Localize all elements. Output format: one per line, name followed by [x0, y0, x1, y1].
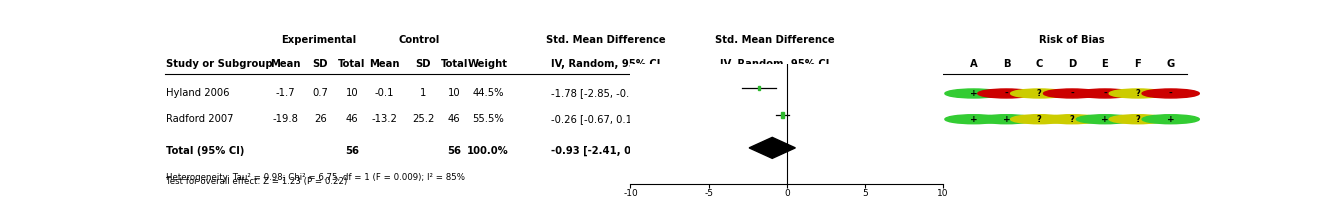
Text: Risk of Bias: Risk of Bias — [1039, 34, 1105, 45]
Circle shape — [1109, 115, 1166, 124]
Text: Study or Subgroup: Study or Subgroup — [166, 59, 273, 69]
Text: ?: ? — [1136, 89, 1140, 98]
Text: 10: 10 — [346, 88, 359, 98]
Text: +: + — [1101, 115, 1109, 124]
Text: 46: 46 — [346, 114, 359, 124]
Text: Std. Mean Difference: Std. Mean Difference — [546, 34, 666, 45]
Text: C: C — [1035, 59, 1043, 69]
Text: -1.78 [-2.85, -0.71]: -1.78 [-2.85, -0.71] — [551, 88, 646, 98]
Circle shape — [1076, 115, 1133, 124]
Text: -0.93 [-2.41, 0.55]: -0.93 [-2.41, 0.55] — [551, 145, 654, 156]
Text: 56: 56 — [346, 146, 359, 156]
Text: D: D — [1068, 59, 1076, 69]
Text: Control: Control — [398, 34, 441, 45]
Text: Std. Mean Difference: Std. Mean Difference — [715, 34, 835, 45]
Text: Mean: Mean — [270, 59, 301, 69]
Text: Radford 2007: Radford 2007 — [166, 114, 233, 124]
Text: +: + — [969, 115, 977, 124]
Bar — [758, 86, 760, 90]
Circle shape — [1142, 115, 1199, 124]
Text: Total: Total — [338, 59, 365, 69]
Text: -19.8: -19.8 — [273, 114, 298, 124]
Text: -0.26 [-0.67, 0.15]: -0.26 [-0.67, 0.15] — [551, 114, 642, 124]
Text: 26: 26 — [314, 114, 327, 124]
Text: ?: ? — [1136, 115, 1140, 124]
Text: IV, Random, 95% CI: IV, Random, 95% CI — [551, 59, 661, 69]
Text: -: - — [1103, 89, 1107, 98]
Circle shape — [944, 115, 1002, 124]
Text: Experimental: Experimental — [281, 34, 356, 45]
Text: A: A — [969, 59, 977, 69]
Text: B: B — [1002, 59, 1010, 69]
Text: IV, Random, 95% CI: IV, Random, 95% CI — [720, 59, 830, 69]
Text: +: + — [1167, 115, 1174, 124]
Text: 46: 46 — [448, 114, 460, 124]
Text: 1: 1 — [421, 88, 426, 98]
Text: -1.7: -1.7 — [276, 88, 295, 98]
Text: E: E — [1101, 59, 1108, 69]
Text: Weight: Weight — [468, 59, 508, 69]
Text: F: F — [1134, 59, 1141, 69]
Text: 44.5%: 44.5% — [472, 88, 504, 98]
Circle shape — [944, 89, 1002, 98]
Text: -: - — [1070, 89, 1074, 98]
Text: SD: SD — [415, 59, 431, 69]
Circle shape — [1043, 89, 1101, 98]
Text: -0.1: -0.1 — [375, 88, 394, 98]
Text: -: - — [1005, 89, 1008, 98]
Circle shape — [1010, 89, 1068, 98]
Text: SD: SD — [313, 59, 328, 69]
Circle shape — [1109, 89, 1166, 98]
Bar — [781, 112, 783, 117]
Text: 10: 10 — [448, 88, 460, 98]
Text: 25.2: 25.2 — [413, 114, 435, 124]
Text: Mean: Mean — [369, 59, 400, 69]
Text: G: G — [1166, 59, 1175, 69]
Text: Total: Total — [441, 59, 468, 69]
Text: ?: ? — [1070, 115, 1075, 124]
Circle shape — [977, 115, 1035, 124]
Text: ?: ? — [1037, 89, 1042, 98]
Text: Total (95% CI): Total (95% CI) — [166, 146, 244, 156]
Text: Hyland 2006: Hyland 2006 — [166, 88, 230, 98]
Text: +: + — [1002, 115, 1010, 124]
Text: -13.2: -13.2 — [372, 114, 397, 124]
Text: -: - — [1169, 89, 1173, 98]
Text: Test for overall effect: Z = 1.23 (P = 0.22): Test for overall effect: Z = 1.23 (P = 0… — [166, 177, 347, 186]
Text: +: + — [969, 89, 977, 98]
Polygon shape — [749, 137, 795, 158]
Circle shape — [977, 89, 1035, 98]
Text: ?: ? — [1037, 115, 1042, 124]
Circle shape — [1010, 115, 1068, 124]
Text: 56: 56 — [447, 146, 462, 156]
Text: Heterogeneity: Tau² = 0.98; Chi² = 6.75, df = 1 (F = 0.009); I² = 85%: Heterogeneity: Tau² = 0.98; Chi² = 6.75,… — [166, 173, 464, 182]
Circle shape — [1142, 89, 1199, 98]
Text: 100.0%: 100.0% — [467, 146, 509, 156]
Text: 0.7: 0.7 — [313, 88, 328, 98]
Text: 55.5%: 55.5% — [472, 114, 504, 124]
Circle shape — [1043, 115, 1101, 124]
Circle shape — [1076, 89, 1133, 98]
